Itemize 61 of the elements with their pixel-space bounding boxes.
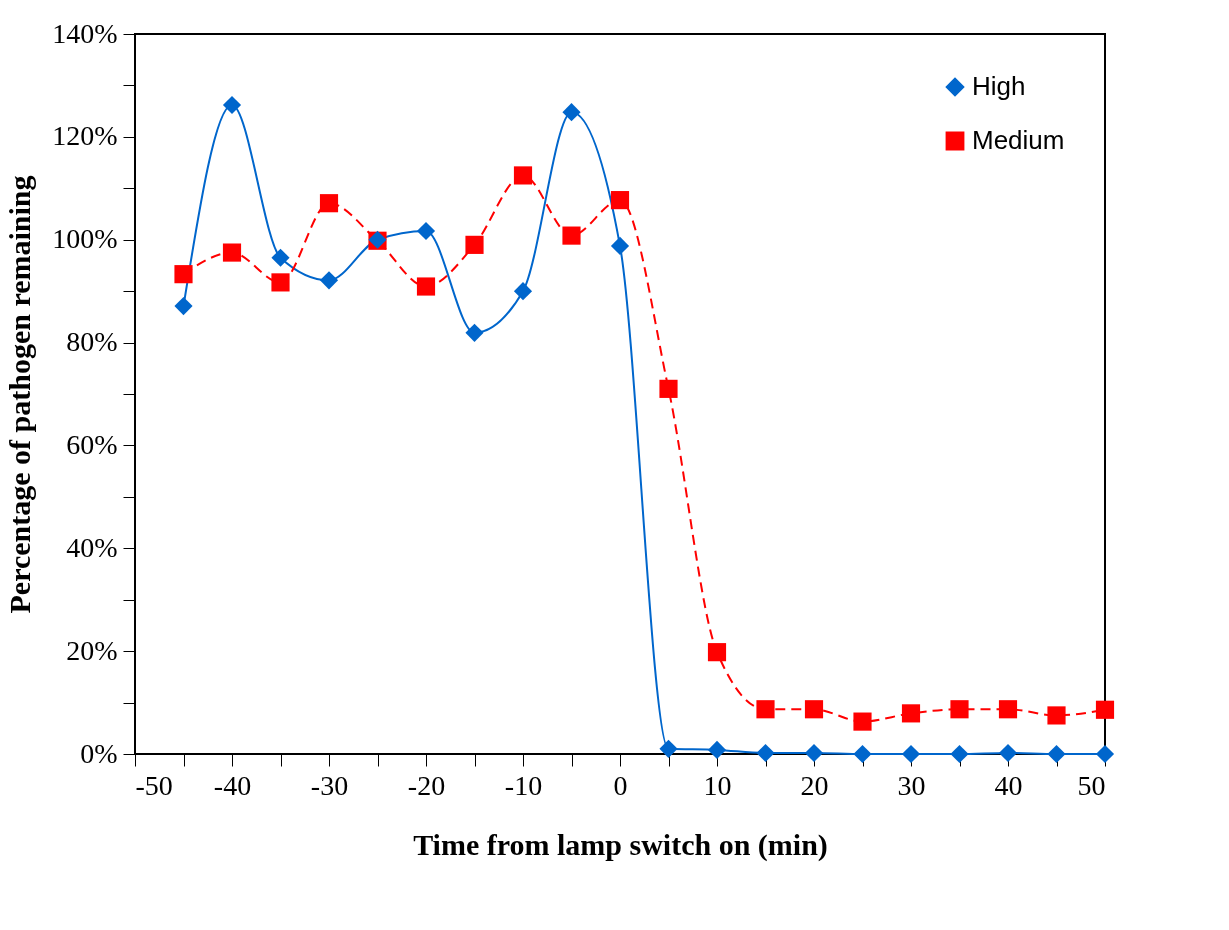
point [756,700,775,719]
point [465,323,484,342]
x-tick-label: 30 [897,769,926,801]
y-tick-label: 40% [66,531,118,563]
point [271,248,290,267]
x-tick-label: -50 [135,769,173,801]
point [319,194,339,213]
point [1047,706,1066,725]
point [513,166,533,185]
point [998,743,1018,763]
point [804,743,824,763]
point [271,273,290,292]
x-tick-label: 0 [613,769,628,801]
point [659,379,678,398]
point [1095,744,1115,764]
point [610,191,630,210]
x-tick-label: 50 [1077,769,1106,801]
x-tick-label: 10 [703,769,732,801]
point [562,103,581,122]
point [319,271,339,290]
legend-label: Medium [972,125,1065,155]
y-axis-title: Percentage of pathogen remaining [3,175,37,614]
y-tick-label: 100% [52,223,118,255]
point [513,282,533,301]
point [853,744,872,764]
point [1095,700,1115,719]
x-tick-label: -10 [504,769,543,801]
point [950,700,969,719]
point [998,700,1018,719]
y-tick-label: 120% [52,120,118,152]
point [562,226,581,245]
point [950,744,969,764]
point [1047,744,1066,764]
x-tick-label: 20 [800,769,829,801]
y-tick-label: 60% [66,428,118,460]
point [659,739,678,758]
x-tick-label: -40 [213,769,252,801]
point [610,236,630,255]
x-tick-label: -30 [310,769,349,801]
point [707,740,727,759]
point [174,296,193,316]
y-tick-label: 140% [52,17,118,49]
x-axis-title: Time from lamp switch on (min) [413,827,828,862]
point [222,95,242,115]
point [707,643,727,662]
point [804,700,824,719]
point [901,704,921,723]
point [174,265,193,284]
x-tick-label: 40 [994,769,1023,801]
point [416,221,436,241]
point [853,712,872,731]
x-tick-label: -20 [407,769,446,801]
point [465,235,484,254]
point [756,743,775,763]
point [416,277,436,296]
y-tick-label: 20% [66,634,118,666]
legend-label: High [972,71,1026,101]
y-tick-label: 0% [80,737,118,769]
point [901,744,921,764]
y-tick-label: 80% [66,326,118,358]
point [222,243,242,262]
